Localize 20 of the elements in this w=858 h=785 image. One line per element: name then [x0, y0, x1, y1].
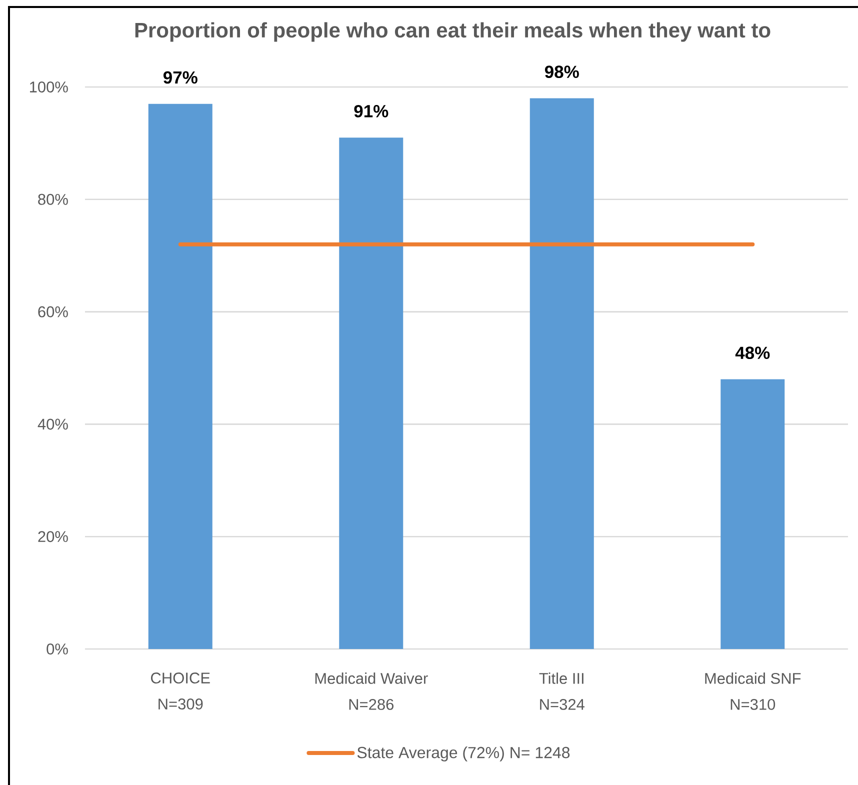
- data-label: 91%: [354, 104, 388, 118]
- chart-title: Proportion of people who can eat their meals when they want to: [135, 22, 770, 42]
- y-tick-label: 100%: [30, 82, 68, 92]
- bar: [720, 379, 785, 649]
- y-tick-label: 80%: [38, 194, 68, 205]
- bar: [148, 104, 212, 649]
- data-label: 48%: [735, 346, 770, 360]
- bar: [530, 98, 594, 649]
- x-tick-label: CHOICE N=309: [151, 672, 210, 710]
- x-tick-label: Medicaid Waiver N=286: [315, 672, 428, 710]
- legend-label: State Average (72%) N= 1248: [357, 746, 570, 762]
- y-tick-label: 0%: [46, 644, 68, 654]
- y-tick-label: 40%: [38, 418, 68, 430]
- data-label: 98%: [544, 66, 579, 78]
- data-label: 97%: [163, 71, 198, 84]
- bar: [339, 138, 404, 649]
- y-tick-label: 60%: [38, 306, 68, 318]
- x-tick-label: Title III N=324: [539, 672, 584, 710]
- y-tick-label: 20%: [38, 531, 68, 542]
- x-tick-label: Medicaid SNF N=310: [705, 672, 801, 710]
